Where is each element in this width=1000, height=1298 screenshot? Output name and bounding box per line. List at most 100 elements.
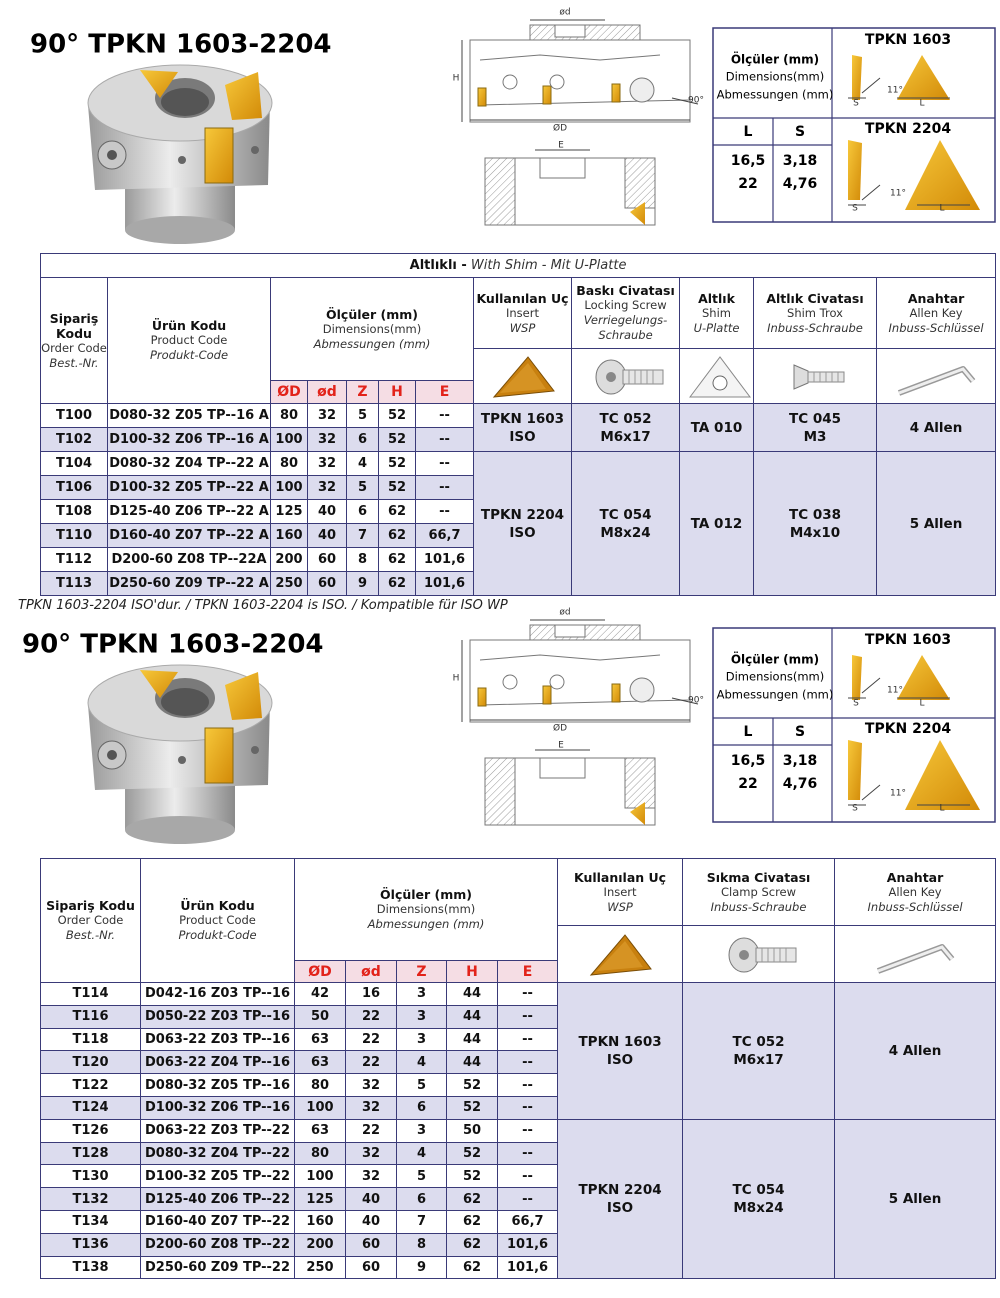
header-en: Allen Key	[888, 884, 942, 899]
data-cell: 8	[346, 547, 379, 572]
data-cell: 62	[446, 1187, 498, 1211]
data-cell: 63	[294, 1027, 346, 1052]
data-cell: 160	[294, 1209, 346, 1234]
data-cell: T138	[40, 1255, 141, 1280]
header-en: Clamp Screw	[721, 884, 797, 899]
product-table: Altlıklı - With Shim - Mit U-Platte Sipar…	[39, 253, 997, 596]
accessory-header: Kullanılan Uç Insert WSP	[473, 277, 572, 349]
dimension-symbol: Z	[346, 380, 379, 404]
dimension-symbol: ØD	[294, 960, 346, 983]
data-cell: --	[496, 1095, 559, 1120]
data-cell: 62	[378, 571, 416, 596]
data-cell: --	[415, 451, 474, 476]
data-cell: T128	[40, 1141, 141, 1166]
data-cell: D125-40 Z06 TP--22	[140, 1187, 295, 1211]
data-cell: 32	[307, 403, 347, 428]
insert-name: TPKN 2204	[865, 121, 951, 137]
screw	[502, 674, 518, 690]
data-cell: 101,6	[415, 571, 474, 596]
dim-label: ød	[559, 8, 570, 18]
accessory-cell: 4 Allen	[875, 403, 997, 452]
key-slot	[554, 24, 586, 38]
insert	[225, 72, 262, 120]
dims-col: L	[744, 724, 753, 740]
data-cell: 8	[396, 1232, 447, 1257]
screw	[549, 74, 565, 90]
dimension-symbol: E	[415, 380, 474, 404]
coolant-hole	[178, 156, 186, 164]
screw	[629, 77, 655, 103]
header-title: Ürün Kodu	[180, 898, 255, 913]
dims-header: Ölçüler (mm) Dimensions(mm) Abmessungen (m…	[270, 277, 474, 381]
insert-dims	[848, 677, 950, 699]
box-lines	[713, 628, 995, 822]
header-de: Abmessungen (mm)	[367, 917, 485, 931]
header-de: Inbuss-Schlüssel	[888, 320, 984, 335]
data-cell: D063-22 Z04 TP--16	[140, 1050, 295, 1075]
insert	[630, 202, 645, 225]
header-de: Verriegelungs-Schraube	[583, 313, 668, 342]
data-cell: --	[415, 403, 474, 428]
data-cell: D200-60 Z08 TP--22	[140, 1232, 295, 1257]
data-cell: 125	[294, 1187, 346, 1211]
data-cell: 22	[345, 1027, 397, 1052]
data-cell: 66,7	[496, 1209, 559, 1234]
accessory-image	[557, 925, 684, 983]
accessory-icon	[897, 366, 976, 396]
data-cell: 32	[307, 475, 347, 500]
screw	[549, 674, 565, 690]
data-row: T100 D080-32 Z05 TP--16 A 80 32 5 52 -- TPKN 16…	[40, 403, 997, 452]
data-row: T118 D063-22 Z03 TP--16 63 22 3 44 --	[40, 1027, 996, 1052]
accessory-cell: 4 Allen	[834, 982, 997, 1120]
data-cell: T104	[40, 451, 108, 476]
insert-l: L	[939, 804, 944, 814]
insert	[140, 70, 178, 98]
insert	[225, 672, 262, 720]
header-title: Sıkma Civatası	[706, 869, 811, 885]
data-row: T116 D050-22 Z03 TP--16 50 22 3 44 --	[40, 1004, 996, 1029]
insert	[204, 727, 234, 784]
header-title: Altlık Civatası	[766, 290, 864, 306]
insert-dims	[848, 77, 950, 99]
data-cell: 42	[294, 982, 346, 1006]
data-cell: 60	[345, 1232, 397, 1257]
dims-value: 4,76	[783, 176, 818, 192]
table-caption: Altlıklı - With Shim - Mit U-Platte	[39, 253, 997, 278]
data-cell: 100	[294, 1164, 346, 1189]
slot	[539, 757, 586, 779]
data-row: T104 D080-32 Z04 TP--22 A 80 32 4 52 -- TPKN 22…	[40, 451, 997, 596]
header-de: Best.-Nr.	[65, 928, 116, 942]
insert	[542, 685, 552, 705]
dim-label: 90°	[688, 696, 704, 706]
technical-drawing	[461, 619, 699, 826]
caption-row: Altlıklı - With Shim - Mit U-Platte	[39, 253, 997, 278]
dims-de: Abmessungen (mm)	[717, 88, 834, 102]
dim-label: E	[558, 141, 564, 151]
dim-label: ØD	[553, 723, 567, 734]
header-de: Best.-Nr.	[49, 355, 99, 370]
insert	[477, 87, 487, 107]
data-cell: 40	[345, 1209, 397, 1234]
header-de: Inbuss-Schraube	[710, 899, 807, 914]
data-cell: 5	[346, 475, 379, 500]
product-photo	[87, 664, 273, 844]
data-cell: --	[415, 475, 474, 500]
accessory-icon	[689, 356, 751, 398]
data-cell: --	[496, 1027, 559, 1052]
data-cell: D125-40 Z06 TP--22 A	[107, 499, 271, 524]
accessory-header: Sıkma Civatası Clamp Screw Inbuss-Schraube	[682, 858, 836, 926]
tool-bore-inner	[161, 688, 209, 716]
header-title: Anahtar	[886, 869, 944, 885]
header-en: Shim Trox	[787, 305, 843, 320]
dimension-symbol: ØD	[270, 380, 308, 404]
data-cell: 60	[345, 1255, 397, 1280]
insert	[140, 670, 178, 698]
insert-side	[848, 140, 862, 200]
hatch-left	[484, 157, 516, 226]
data-cell: 80	[270, 451, 308, 476]
iso-note: TPKN 1603-2204 ISO'dur. / TPKN 1603-2204…	[18, 598, 508, 613]
data-cell: 44	[446, 1050, 498, 1075]
accessory-cell: TPKN 2204 ISO	[473, 451, 572, 596]
data-cell: 22	[345, 1118, 397, 1143]
